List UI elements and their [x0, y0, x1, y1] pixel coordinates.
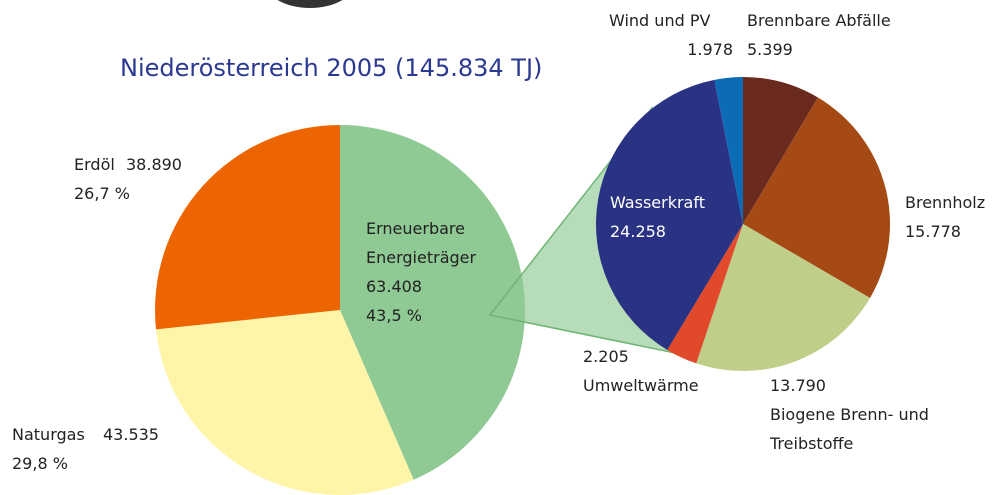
category-label: Erneuerbare Energieträger: [366, 219, 477, 267]
category-label: Brennholz: [905, 193, 986, 212]
pie-slice: [714, 77, 743, 224]
data-label: 2.205: [583, 347, 629, 366]
pie-slice: [743, 97, 890, 299]
pie-slice: [743, 77, 818, 224]
category-label: Umweltwärme: [583, 376, 699, 395]
data-label: 1.978: [687, 40, 733, 59]
main-pie: [155, 125, 526, 495]
category-label: Erdöl: [74, 155, 115, 174]
pie-slice: [155, 125, 340, 330]
pie-slice: [696, 224, 871, 371]
data-label: 5.399: [747, 40, 793, 59]
pie-slice: [667, 224, 743, 364]
pie-slice: [596, 79, 743, 350]
decoration: [277, 0, 343, 8]
category-label: Wasserkraft: [610, 193, 705, 212]
data-label: 15.778: [905, 222, 961, 241]
data-label: 13.790: [770, 376, 826, 395]
chart-title: Niederösterreich 2005 (145.834 TJ): [120, 54, 543, 82]
data-label: 43,5 %: [366, 306, 422, 325]
data-label: 38.890: [126, 155, 182, 174]
data-label: 24.258: [610, 222, 666, 241]
category-label: Biogene Brenn- und Treibstoffe: [770, 405, 929, 453]
pie-slice: [340, 125, 526, 480]
data-label: 29,8 %: [12, 454, 68, 473]
sub-pie: [596, 77, 890, 371]
pie-slice: [156, 310, 414, 495]
category-label: Brennbare Abfälle: [747, 11, 891, 30]
data-label: 43.535: [103, 425, 159, 444]
data-label: 63.408: [366, 277, 422, 296]
data-label: 26,7 %: [74, 184, 130, 203]
category-label: Wind und PV: [609, 11, 711, 30]
category-label: Naturgas: [12, 425, 85, 444]
